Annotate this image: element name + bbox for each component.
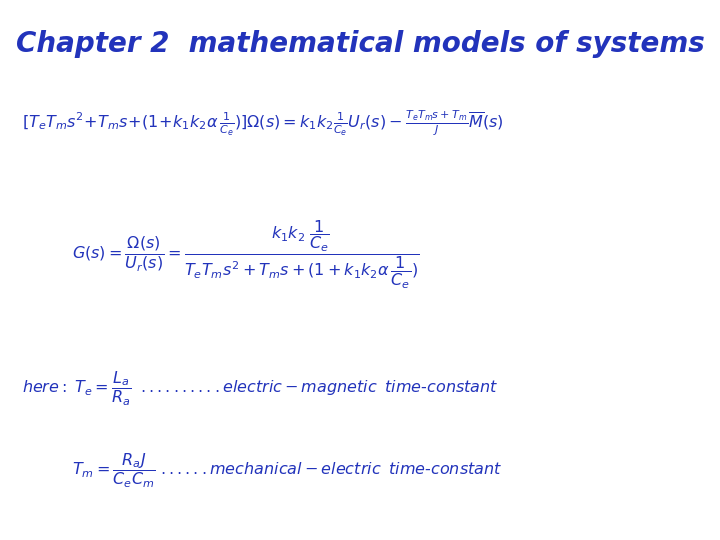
Text: $here:\;T_e=\dfrac{L_a}{R_a}\;\;..........electric-magnetic\;\;time\text{-}const: $here:\;T_e=\dfrac{L_a}{R_a}\;\;........… <box>22 370 498 408</box>
Text: $[T_eT_ms^2\!+\!T_ms\!+\!(1\!+\!k_1k_2\alpha\,\frac{1}{C_e})]\Omega(s)=k_1k_2\fr: $[T_eT_ms^2\!+\!T_ms\!+\!(1\!+\!k_1k_2\a… <box>22 108 503 138</box>
Text: $G(s)=\dfrac{\Omega(s)}{U_r(s)}=\dfrac{k_1k_2\;\dfrac{1}{C_e}}{T_eT_ms^2+T_ms+(1: $G(s)=\dfrac{\Omega(s)}{U_r(s)}=\dfrac{k… <box>72 219 419 291</box>
Text: $T_m=\dfrac{R_aJ}{C_eC_m}\;......mechanical-electric\;\;time\text{-}constant$: $T_m=\dfrac{R_aJ}{C_eC_m}\;......mechani… <box>72 451 503 490</box>
Text: Chapter 2  mathematical models of systems: Chapter 2 mathematical models of systems <box>16 30 704 58</box>
